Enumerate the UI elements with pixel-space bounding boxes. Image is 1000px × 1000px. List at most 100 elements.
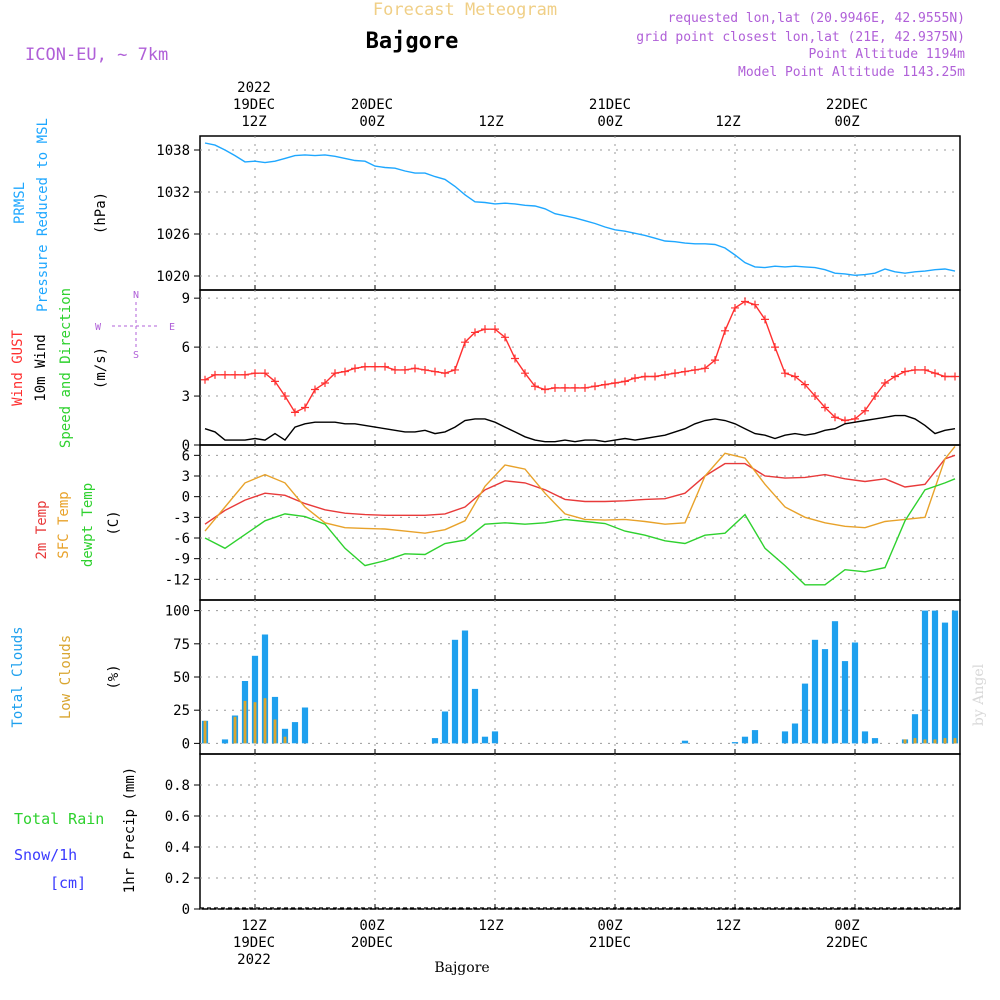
clouds-bar xyxy=(491,731,499,744)
gust-marker xyxy=(771,343,779,352)
precip-label-rain: Total Rain xyxy=(14,810,104,828)
gust-marker xyxy=(581,383,589,392)
gust-marker xyxy=(391,365,399,374)
gust-marker xyxy=(831,413,839,422)
clouds-bar xyxy=(261,634,269,744)
ytick-label: 0 xyxy=(182,438,190,454)
clouds-bar xyxy=(253,702,257,744)
compass-n: N xyxy=(133,290,139,301)
wind-labels: Wind GUST 10m Wind Speed and Direction (… xyxy=(10,288,175,448)
temp-label-sfc: SFC Temp xyxy=(56,491,72,558)
temp-units: (C) xyxy=(106,510,122,535)
clouds-bar xyxy=(481,736,489,744)
clouds-bar xyxy=(871,738,879,744)
ytick-label: 100 xyxy=(165,604,190,620)
gust-marker xyxy=(491,325,499,334)
ytick-label: 0.8 xyxy=(165,778,190,794)
gust-marker xyxy=(911,365,919,374)
bottom-date-20dec: 20DEC xyxy=(351,935,393,951)
compass-rose: N W E S xyxy=(95,290,175,361)
clouds-bar xyxy=(243,700,247,744)
bottom-hour-12z-20dec: 12Z xyxy=(478,918,503,934)
temp-label-dewpt: dewpt Temp xyxy=(80,483,96,567)
clouds-bar xyxy=(741,736,749,744)
gust-marker xyxy=(271,377,279,386)
gust-marker xyxy=(371,362,379,371)
gust-marker xyxy=(241,370,249,379)
bottom-hour-00z-20dec: 00Z xyxy=(359,918,384,934)
gust-marker xyxy=(501,333,509,342)
gust-marker xyxy=(441,369,449,378)
gust-marker xyxy=(511,354,519,363)
wind-panel: 0 3 6 9 xyxy=(182,289,961,454)
clouds-bar xyxy=(251,655,259,744)
top-date-21dec: 21DEC xyxy=(589,97,631,113)
ytick-label: 3 xyxy=(182,389,190,405)
gust-marker xyxy=(521,369,529,378)
ytick-label: 9 xyxy=(182,291,190,307)
gust-marker xyxy=(611,379,619,387)
precip-units: 1hr Precip (mm) xyxy=(122,767,138,893)
gust-marker xyxy=(661,370,669,379)
gust-marker xyxy=(421,365,429,374)
gust-marker xyxy=(471,328,479,337)
cloud-label-total: Total Clouds xyxy=(10,626,26,727)
gust-marker xyxy=(871,392,879,401)
gust-marker xyxy=(791,372,799,381)
gust-marker xyxy=(291,408,299,417)
ytick-label: 3 xyxy=(182,469,190,485)
temperature-labels: 2m Temp SFC Temp dewpt Temp (C) xyxy=(34,483,122,567)
requested-coords: requested lon,lat (20.9946E, 42.9555N) xyxy=(668,11,965,26)
pressure-series-line xyxy=(204,142,956,277)
gust-marker xyxy=(451,365,459,374)
gust-marker xyxy=(751,300,759,309)
clouds-bar xyxy=(861,731,869,744)
top-hour-12z-19dec: 12Z xyxy=(241,114,266,130)
precip-label-snow: Snow/1h xyxy=(14,846,77,864)
pressure-labels: PRMSL Pressure Reduced to MSL (hPa) xyxy=(12,118,109,312)
gust-marker xyxy=(881,379,889,387)
ytick-label: 0.4 xyxy=(165,840,190,856)
gust-marker xyxy=(801,380,809,389)
clouds-bar xyxy=(221,739,229,744)
compass-s: S xyxy=(133,350,139,361)
top-hour-12z-21dec: 12Z xyxy=(715,114,740,130)
cloud-units: (%) xyxy=(106,664,122,689)
top-hour-12z-20dec: 12Z xyxy=(478,114,503,130)
ytick-label: 1032 xyxy=(156,185,190,201)
clouds-bar xyxy=(921,610,929,744)
gust-marker xyxy=(861,406,869,415)
gust-marker xyxy=(251,369,259,378)
gust-marker xyxy=(221,370,229,379)
pressure-frame xyxy=(199,135,961,291)
bottom-year-label: 2022 xyxy=(237,952,271,968)
clouds-bar xyxy=(781,731,789,744)
clouds-bar xyxy=(821,649,829,744)
gust-marker xyxy=(481,325,489,334)
gust-marker xyxy=(921,365,929,374)
bottom-hour-00z-22dec: 00Z xyxy=(834,918,859,934)
gust-marker xyxy=(571,383,579,392)
clouds-panel: 0 25 50 75 100 xyxy=(165,599,961,755)
wind-series-line xyxy=(204,414,956,443)
clouds-bar xyxy=(841,661,849,744)
gust-marker xyxy=(651,372,659,381)
gust-marker xyxy=(551,383,559,392)
clouds-bar xyxy=(923,739,927,744)
pressure-label-prmsl: PRMSL xyxy=(12,182,28,224)
wind-label-10m: 10m Wind xyxy=(33,334,49,401)
clouds-bar xyxy=(441,711,449,744)
ytick-label: 1038 xyxy=(156,143,190,159)
gust-marker xyxy=(381,362,389,371)
gust-marker xyxy=(761,315,769,324)
pressure-label-msl: Pressure Reduced to MSL xyxy=(35,118,51,312)
bottom-hour-12z-19dec: 12Z xyxy=(241,918,266,934)
gust-marker xyxy=(351,364,359,373)
top-year-label: 2022 xyxy=(237,80,271,96)
clouds-bar xyxy=(431,738,439,744)
footer-location: Bajgore xyxy=(434,960,489,976)
pressure-panel: 1020 1026 1032 1038 xyxy=(156,135,961,291)
clouds-bar xyxy=(801,683,809,744)
clouds-bar xyxy=(943,738,947,744)
ytick-label: -6 xyxy=(173,531,190,547)
